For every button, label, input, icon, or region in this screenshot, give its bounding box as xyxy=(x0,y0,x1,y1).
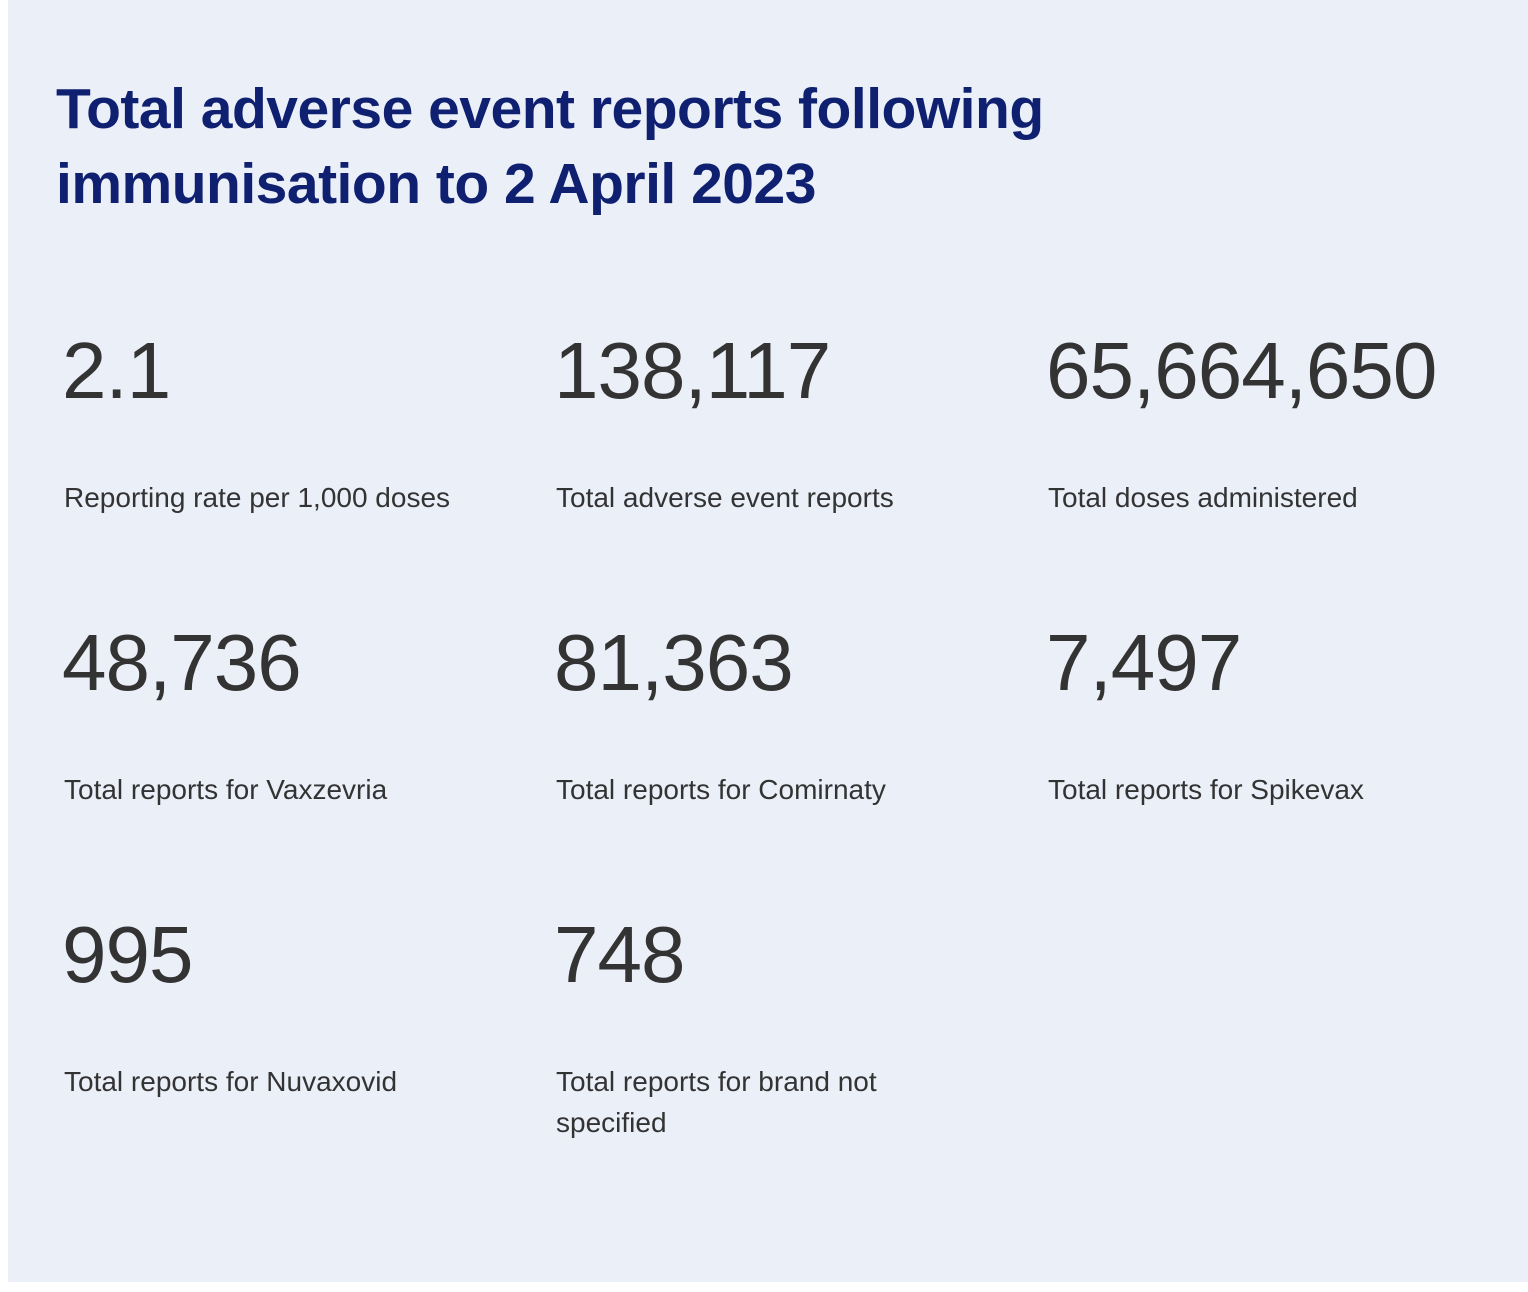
statistics-grid: 2.1 Reporting rate per 1,000 doses 138,1… xyxy=(56,330,1496,1206)
stat-card-vaxzevria: 48,736 Total reports for Vaxzevria xyxy=(56,622,548,914)
stat-card-reporting-rate: 2.1 Reporting rate per 1,000 doses xyxy=(56,330,548,622)
stat-label: Reporting rate per 1,000 doses xyxy=(64,482,451,513)
stat-value: 138,117 xyxy=(554,326,831,415)
stat-card-total-adverse-event-reports: 138,117 Total adverse event reports xyxy=(548,330,1040,622)
stat-value: 2.1 xyxy=(62,326,171,415)
stat-label: Total doses administered xyxy=(1048,482,1358,513)
stat-label: Total adverse event reports xyxy=(556,482,894,513)
stat-card-nuvaxovid: 995 Total reports for Nuvaxovid xyxy=(56,914,548,1206)
stat-value: 81,363 xyxy=(554,618,794,707)
stat-label: Total reports for Spikevax xyxy=(1048,774,1364,805)
stat-value: 65,664,650 xyxy=(1046,326,1437,415)
stat-card-spikevax: 7,497 Total reports for Spikevax xyxy=(1040,622,1496,914)
stat-card-placeholder xyxy=(1040,914,1496,1206)
stat-label: Total reports for brand not specified xyxy=(556,1066,877,1138)
stat-card-comirnaty: 81,363 Total reports for Comirnaty xyxy=(548,622,1040,914)
stat-value: 995 xyxy=(62,910,193,999)
page-title: Total adverse event reports following im… xyxy=(56,77,1044,217)
stat-label: Total reports for Comirnaty xyxy=(556,774,886,805)
stat-value: 48,736 xyxy=(62,618,302,707)
stat-value: 7,497 xyxy=(1046,618,1242,707)
stat-card-brand-not-specified: 748 Total reports for brand not specifie… xyxy=(548,914,1040,1206)
stat-label: Total reports for Nuvaxovid xyxy=(64,1066,398,1097)
stat-card-total-doses-administered: 65,664,650 Total doses administered xyxy=(1040,330,1496,622)
stat-value: 748 xyxy=(554,910,685,999)
stat-label: Total reports for Vaxzevria xyxy=(64,774,388,805)
adverse-events-summary-panel: Total adverse event reports following im… xyxy=(8,0,1528,1282)
